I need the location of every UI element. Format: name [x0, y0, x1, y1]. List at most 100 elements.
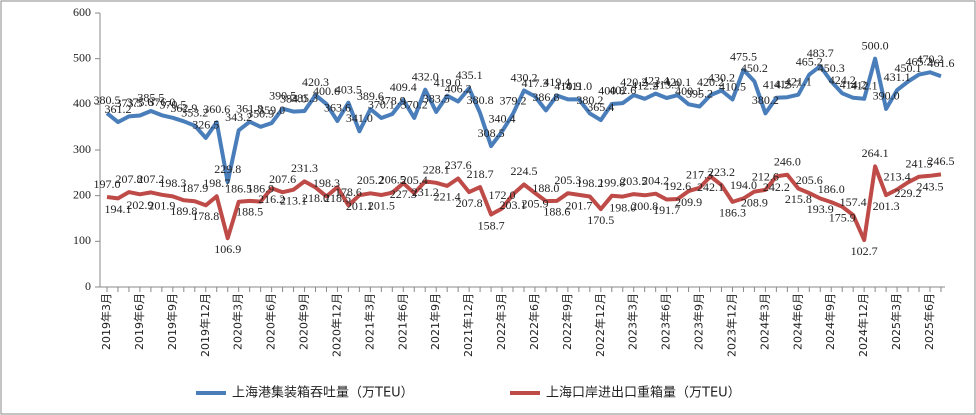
data-label: 362.9	[170, 101, 197, 115]
data-label: 203.1	[500, 198, 527, 212]
data-label: 435.1	[456, 68, 483, 82]
x-tick-label: 2023年12月	[724, 293, 738, 357]
data-label: 420.2	[620, 75, 647, 89]
data-label: 194.1	[104, 202, 131, 216]
data-label: 241.5	[906, 156, 933, 170]
data-label: 216.2	[258, 192, 285, 206]
data-label: 186.0	[818, 182, 845, 196]
data-label: 201.5	[368, 199, 395, 213]
data-label: 410.5	[719, 79, 746, 93]
data-label: 383.5	[423, 92, 450, 106]
y-tick-label: 500	[73, 50, 91, 64]
data-label: 208.9	[741, 195, 768, 209]
y-tick-label: 200	[73, 187, 91, 201]
data-label: 412.2	[631, 79, 658, 93]
x-tick-label: 2024年9月	[823, 293, 837, 350]
data-label: 430.2	[510, 70, 537, 84]
x-tick-label: 2020年3月	[231, 293, 245, 350]
data-label: 360.6	[203, 102, 230, 116]
data-label: 420.3	[302, 75, 329, 89]
legend-label: 上海口岸进出口重箱量（万TEU）	[546, 385, 741, 401]
data-label: 201.9	[148, 199, 175, 213]
data-label: 432.0	[412, 69, 439, 83]
data-label: 187.9	[181, 181, 208, 195]
x-tick-label: 2021年9月	[428, 293, 442, 350]
data-label: 201.7	[565, 199, 592, 213]
x-tick-label: 2019年9月	[165, 293, 179, 350]
data-label: 203.5	[620, 174, 647, 188]
data-label: 186.3	[719, 206, 746, 220]
data-label: 483.7	[807, 46, 834, 60]
data-label: 205.4	[401, 173, 428, 187]
data-label: 186.9	[247, 181, 274, 195]
x-tick-label: 2021年3月	[362, 293, 376, 350]
data-label: 385.3	[291, 91, 318, 105]
data-label: 363.6	[324, 101, 351, 115]
data-label: 188.6	[543, 205, 570, 219]
data-label: 376.0	[148, 95, 175, 109]
data-label: 409.4	[390, 80, 417, 94]
data-label: 229.8	[214, 162, 241, 176]
data-label: 370.5	[159, 98, 186, 112]
data-label: 365.4	[587, 100, 614, 114]
data-label: 412.1	[851, 79, 878, 93]
data-label: 400.8	[598, 84, 625, 98]
data-label: 390.0	[873, 89, 900, 103]
legend-label: 上海港集装箱吞吐量（万TEU）	[232, 385, 414, 401]
x-tick-label: 2023年3月	[626, 293, 640, 350]
x-tick-label: 2020年9月	[297, 293, 311, 350]
data-label: 192.6	[664, 179, 691, 193]
data-label: 191.7	[653, 203, 680, 217]
data-label: 102.7	[851, 244, 878, 258]
data-label: 370.1	[368, 98, 395, 112]
data-label: 207.8	[456, 196, 483, 210]
data-label: 189.8	[170, 204, 197, 218]
data-label: 227.3	[390, 187, 417, 201]
data-label: 202.9	[126, 198, 153, 212]
data-label: 420.1	[664, 75, 691, 89]
data-label: 215.8	[785, 192, 812, 206]
data-label: 380.8	[467, 93, 494, 107]
data-label: 206.5	[379, 172, 406, 186]
data-label: 343.2	[225, 110, 252, 124]
data-label: 386.8	[532, 90, 559, 104]
data-label: 198.7	[203, 176, 230, 190]
data-label: 421.1	[785, 74, 812, 88]
x-tick-label: 2020年6月	[264, 293, 278, 350]
data-label: 406.2	[445, 81, 472, 95]
data-label: 175.9	[829, 210, 856, 224]
data-label: 350.9	[247, 107, 274, 121]
data-label: 221.4	[434, 190, 461, 204]
data-label: 431.1	[884, 70, 911, 84]
data-label: 375.6	[126, 95, 153, 109]
data-label: 403.5	[335, 82, 362, 96]
x-tick-label: 2023年6月	[659, 293, 673, 350]
x-tick-label: 2025年3月	[889, 293, 903, 350]
data-label: 217.3	[686, 168, 713, 182]
x-tick-label: 2023年9月	[692, 293, 706, 350]
x-tick-label: 2021年12月	[461, 293, 475, 357]
data-label: 308.5	[478, 126, 505, 140]
x-tick-label: 2019年12月	[198, 293, 212, 357]
data-label: 200.8	[631, 199, 658, 213]
data-label: 218.7	[467, 167, 494, 181]
data-label: 423.4	[642, 73, 669, 87]
data-label: 470.2	[917, 52, 944, 66]
data-label: 450.3	[818, 61, 845, 75]
data-label: 186.5	[225, 182, 252, 196]
data-label: 380.2	[576, 93, 603, 107]
y-tick-label: 100	[73, 233, 91, 247]
data-label: 379.2	[500, 94, 527, 108]
x-tick-label: 2021年6月	[395, 293, 409, 350]
x-tick-label: 2025年6月	[922, 293, 936, 350]
data-label: 380.2	[752, 93, 779, 107]
data-label: 500.0	[862, 38, 889, 52]
data-label: 207.6	[269, 172, 296, 186]
x-tick-label: 2019年3月	[99, 293, 113, 350]
x-tick-label: 2022年9月	[560, 293, 574, 350]
data-label: 204.2	[642, 173, 669, 187]
data-label: 370.2	[401, 98, 428, 112]
data-label: 395.2	[686, 86, 713, 100]
data-label: 205.2	[357, 173, 384, 187]
data-label: 361.2	[104, 102, 131, 116]
